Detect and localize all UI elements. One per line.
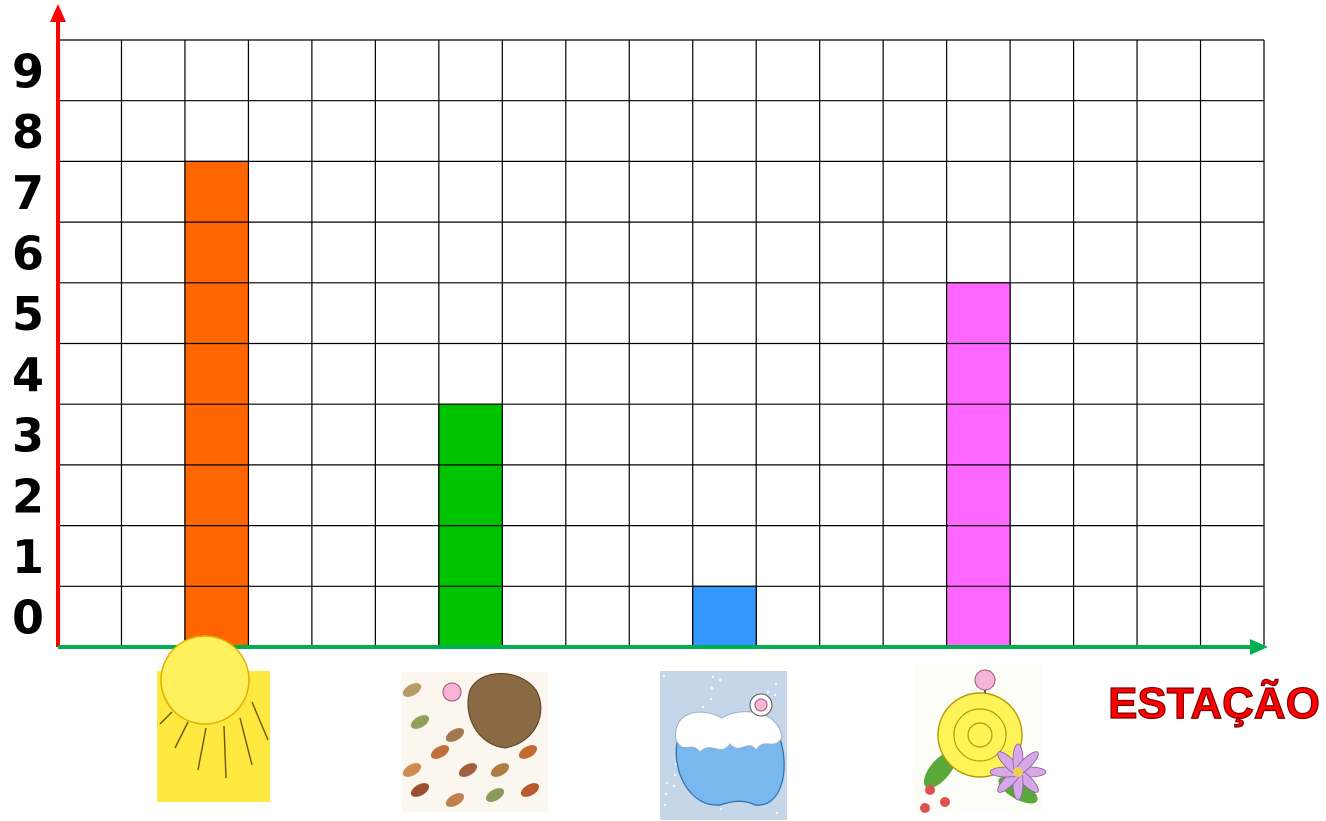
y-tick-labels: 0 1 2 3 4 5 6 7 8 9: [12, 44, 44, 644]
bars: [184, 160, 1011, 648]
autumn-leaves-apple-icon: [402, 672, 548, 812]
y-tick-label: 9: [12, 44, 44, 98]
axes: [50, 4, 1268, 655]
y-axis-arrow: [50, 4, 66, 22]
y-tick-label: 8: [12, 105, 44, 159]
x-axis-title: ESTAÇÃO: [1108, 678, 1320, 728]
winter-snow-apple-icon: [660, 671, 787, 820]
y-tick-label: 4: [12, 348, 44, 402]
y-tick-label: 6: [12, 226, 44, 280]
y-tick-label: 7: [12, 166, 44, 220]
x-axis-arrow: [1250, 639, 1268, 655]
y-tick-label: 1: [12, 530, 44, 584]
y-tick-label: 5: [12, 287, 44, 341]
y-tick-label: 3: [12, 409, 44, 463]
category-icons: [157, 635, 1047, 820]
y-tick-label: 2: [12, 469, 44, 523]
spring-flower-icon: [914, 664, 1047, 813]
y-tick-label: 0: [12, 591, 44, 645]
bar-inverno: [692, 585, 757, 648]
sun-icon: [157, 635, 270, 802]
